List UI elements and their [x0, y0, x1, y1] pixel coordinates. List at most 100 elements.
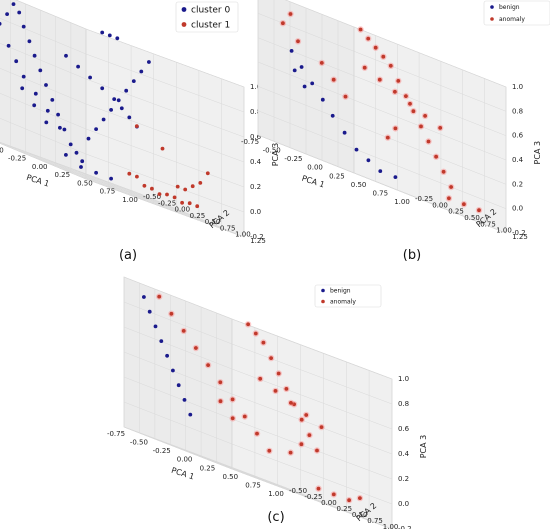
x-tick-label: -0.75: [241, 138, 259, 146]
data-point: [218, 399, 223, 404]
data-point: [6, 43, 11, 48]
data-point: [331, 77, 336, 82]
data-point: [261, 340, 266, 345]
data-point: [131, 79, 136, 83]
legend-marker: [181, 7, 187, 12]
x-tick-label: 0.25: [55, 171, 71, 179]
data-point: [331, 492, 336, 497]
legend-box: [483, 0, 550, 26]
grid-z: [123, 276, 393, 380]
z-tick-label: 0.6: [398, 425, 410, 433]
data-point: [292, 402, 296, 407]
data-point: [21, 74, 26, 79]
grid-z: [123, 301, 393, 405]
data-point: [255, 431, 259, 436]
data-point: [393, 175, 398, 180]
data-point: [76, 64, 80, 69]
panel-c: -0.75-0.50-0.250.000.250.500.751.00 -0.50…: [107, 276, 428, 529]
data-point: [288, 12, 293, 16]
data-point: [269, 356, 273, 360]
grid-z: [123, 351, 393, 455]
legend: benign anomaly: [314, 284, 382, 308]
legend-marker: [181, 22, 187, 27]
grid-z: [15, 0, 245, 88]
data-point: [116, 98, 121, 103]
panel-b: -0.75-0.50-0.250.000.250.500.751.00 -0.25…: [241, 0, 550, 263]
data-point: [139, 69, 144, 74]
data-point: [153, 324, 158, 329]
data-point: [441, 169, 446, 174]
series-1: [127, 124, 210, 209]
data-point: [142, 183, 147, 188]
y-tick-label: -0.50: [143, 193, 161, 201]
data-point: [5, 12, 9, 16]
data-point: [109, 176, 113, 181]
data-point: [64, 153, 68, 157]
z-tick-label: 0.0: [398, 500, 409, 508]
legend: benign anomaly: [483, 0, 550, 26]
y-tick-label: 0.00: [175, 206, 191, 214]
legend-marker: [321, 288, 325, 293]
data-point: [434, 154, 438, 159]
grid-z: [257, 134, 507, 234]
data-point: [299, 65, 304, 69]
data-point: [396, 79, 401, 83]
grid-z: [257, 61, 507, 161]
data-point: [246, 322, 251, 327]
data-point: [292, 68, 297, 73]
data-point: [258, 376, 263, 381]
z-tick-label: 0.6: [250, 133, 262, 141]
grid-z: [0, 43, 245, 138]
data-point: [281, 21, 285, 26]
data-point: [195, 204, 200, 209]
data-point: [33, 91, 38, 96]
z-axis-label: PCA 3: [419, 435, 428, 459]
x-tick-label: 0.50: [77, 179, 93, 187]
z-tick-label: -0.2: [512, 229, 526, 237]
data-point: [289, 49, 294, 53]
data-point: [169, 311, 174, 316]
z-tick-label: 0.4: [250, 158, 262, 166]
data-point: [68, 142, 73, 147]
data-point: [404, 94, 408, 98]
data-point: [408, 101, 412, 106]
data-point: [447, 196, 451, 201]
data-point: [366, 158, 371, 163]
data-point: [426, 139, 431, 144]
y-tick-label: 0.25: [190, 212, 206, 220]
data-point: [187, 201, 192, 206]
data-point: [74, 150, 79, 155]
legend-label: anomaly: [330, 299, 356, 306]
data-point: [150, 186, 154, 191]
data-point: [159, 339, 164, 343]
data-point: [94, 127, 98, 131]
data-point: [11, 2, 16, 6]
data-point: [316, 486, 321, 491]
data-point: [20, 86, 25, 91]
x-tick-label: 0.25: [329, 172, 345, 180]
x-tick-label: 0.50: [223, 473, 239, 481]
data-point: [385, 135, 390, 140]
y-tick-label: 0.50: [205, 218, 221, 226]
data-point: [14, 59, 19, 64]
z-tick-label: 0.2: [398, 475, 409, 483]
data-point: [381, 54, 386, 59]
z-tick-label: 0.0: [512, 205, 523, 213]
grid-z: [257, 86, 507, 185]
data-point: [253, 331, 258, 336]
series-1: [156, 293, 364, 504]
y-tick-label: 0.00: [321, 499, 337, 507]
data-point: [147, 309, 152, 314]
data-point: [17, 10, 22, 15]
data-point: [393, 126, 398, 131]
x-axis-label: PCA 1: [25, 173, 50, 189]
data-point: [284, 387, 289, 391]
data-point: [319, 425, 324, 429]
data-point: [176, 383, 181, 388]
data-point: [32, 103, 37, 108]
z-tick-label: 0.4: [512, 156, 524, 164]
legend-marker: [321, 299, 325, 304]
data-point: [79, 165, 83, 169]
x-tick-label: 0.00: [177, 456, 193, 464]
y-tick-label: 1.00: [383, 523, 399, 529]
